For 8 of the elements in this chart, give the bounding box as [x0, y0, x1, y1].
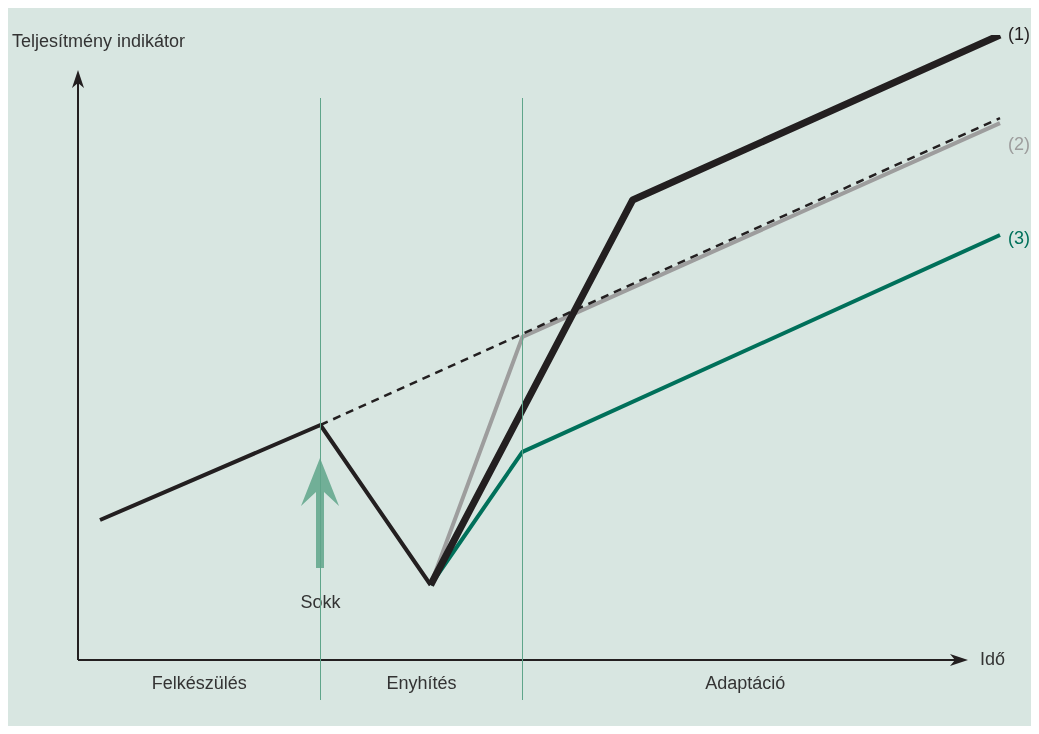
text: Felkészülés	[151, 672, 247, 693]
text: Adaptáció	[705, 672, 786, 693]
x-axis-title: Idő	[980, 648, 1006, 669]
series-label: (3)	[1008, 227, 1030, 248]
series-label: (2)	[1008, 134, 1030, 155]
y-axis-title: Teljesítmény indikátor	[12, 30, 186, 51]
series-label: (1)	[1008, 23, 1030, 44]
text: Enyhítés	[386, 672, 457, 693]
